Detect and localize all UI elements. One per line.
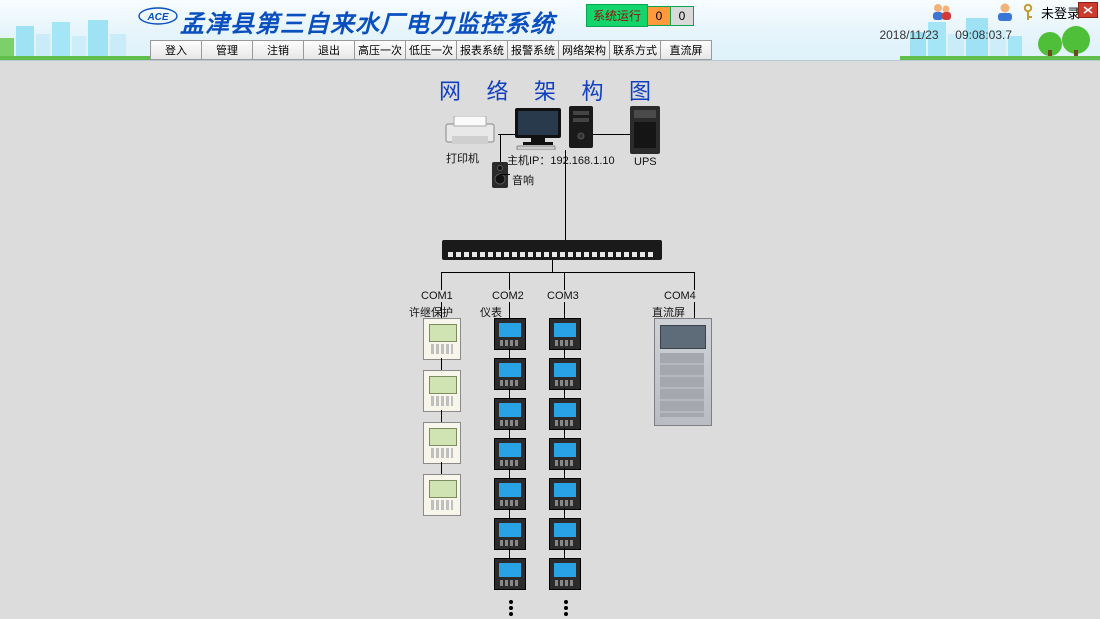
nav-退出[interactable]: 退出 <box>303 40 355 60</box>
meter-COM2-6 <box>494 518 526 550</box>
port-COM3: COM3 <box>547 290 579 302</box>
wire <box>441 272 442 290</box>
wire <box>564 468 565 478</box>
wire <box>509 428 510 438</box>
wire <box>593 134 630 135</box>
relay-3 <box>423 422 461 464</box>
relay-2 <box>423 370 461 412</box>
wire <box>509 272 510 290</box>
wire <box>509 508 510 518</box>
nav-网络架构[interactable]: 网络架构 <box>558 40 610 60</box>
datetime: 2018/11/23 09:08:03.7 <box>879 28 1012 42</box>
ups-label: UPS <box>634 156 657 168</box>
wire <box>509 468 510 478</box>
speaker-label: 音响 <box>512 172 534 188</box>
ellipsis-dot <box>509 606 513 610</box>
nav-直流屏[interactable]: 直流屏 <box>660 40 712 60</box>
ups <box>630 106 660 154</box>
wire <box>509 302 510 318</box>
meter-COM2-5 <box>494 478 526 510</box>
ellipsis-dot <box>564 612 568 616</box>
close-icon <box>1083 6 1093 14</box>
nav-报表系统[interactable]: 报表系统 <box>456 40 508 60</box>
wire <box>509 348 510 358</box>
meter-COM2-1 <box>494 318 526 350</box>
meter-COM3-4 <box>549 438 581 470</box>
nav-低压一次[interactable]: 低压一次 <box>405 40 457 60</box>
meter-COM2-2 <box>494 358 526 390</box>
nav-高压一次[interactable]: 高压一次 <box>354 40 406 60</box>
port-COM4: COM4 <box>664 290 696 302</box>
meter-COM3-3 <box>549 398 581 430</box>
port-COM1: COM1 <box>421 290 453 302</box>
nav-报警系统[interactable]: 报警系统 <box>507 40 559 60</box>
time-text: 09:08:03.7 <box>955 28 1012 42</box>
svg-text:ACE: ACE <box>146 12 168 23</box>
wire <box>694 302 695 318</box>
ellipsis-dot <box>564 606 568 610</box>
speaker <box>490 162 510 188</box>
host-pc <box>515 106 597 150</box>
relay-1 <box>423 318 461 360</box>
wire <box>500 174 510 175</box>
meter-COM3-2 <box>549 358 581 390</box>
nav-登入[interactable]: 登入 <box>150 40 202 60</box>
logo: ACE <box>138 6 178 26</box>
counter-val-2: 0 <box>671 6 694 26</box>
wire <box>564 302 565 318</box>
wire <box>564 508 565 518</box>
printer-label: 打印机 <box>446 150 479 166</box>
relay-4 <box>423 474 461 516</box>
diagram-canvas: 网 络 架 构 图 打印机 主机IP：192.168.1.10 UPS 音响 COM1… <box>0 60 1100 619</box>
user-icon <box>995 2 1015 22</box>
meter-COM2-7 <box>494 558 526 590</box>
meter-COM3-5 <box>549 478 581 510</box>
switch <box>442 240 662 260</box>
login-status: 未登录 <box>1041 3 1080 22</box>
diagram-title: 网 络 架 构 图 <box>0 74 1100 106</box>
wire <box>694 272 695 290</box>
port-COM2: COM2 <box>492 290 524 302</box>
wire <box>441 302 442 318</box>
ellipsis-dot <box>509 600 513 604</box>
wire <box>509 548 510 558</box>
meter-COM3-1 <box>549 318 581 350</box>
wire <box>552 260 553 272</box>
counter-box: 系统运行 0 0 <box>586 4 694 27</box>
close-button[interactable] <box>1078 2 1098 18</box>
meter-COM2-4 <box>494 438 526 470</box>
wire <box>565 150 566 240</box>
wire <box>441 272 694 273</box>
app-header: ACE 孟津县第三自来水厂电力监控系统 系统运行 0 0 未登录 2018/11… <box>0 0 1100 61</box>
ellipsis-dot <box>564 600 568 604</box>
wire <box>564 428 565 438</box>
counter-label: 系统运行 <box>586 4 648 27</box>
ellipsis-dot <box>509 612 513 616</box>
nav-管理[interactable]: 管理 <box>201 40 253 60</box>
meter-COM3-6 <box>549 518 581 550</box>
wire <box>441 462 442 474</box>
nav-bar: 登入管理注销退出高压一次低压一次报表系统报警系统网络架构联系方式直流屏 <box>150 40 711 60</box>
nav-注销[interactable]: 注销 <box>252 40 304 60</box>
wire <box>500 134 501 162</box>
users-icon <box>931 2 953 22</box>
wire <box>564 272 565 290</box>
counter-val-1: 0 <box>648 6 671 26</box>
meter-COM3-7 <box>549 558 581 590</box>
wire <box>564 348 565 358</box>
system-title: 孟津县第三自来水厂电力监控系统 <box>180 4 555 39</box>
login-area: 未登录 <box>931 2 1080 22</box>
dc-cabinet <box>654 318 712 426</box>
printer <box>442 116 498 148</box>
date-text: 2018/11/23 <box>879 28 938 42</box>
wire <box>441 358 442 370</box>
wire <box>441 410 442 422</box>
key-icon <box>1021 3 1035 21</box>
wire <box>564 388 565 398</box>
nav-联系方式[interactable]: 联系方式 <box>609 40 661 60</box>
wire <box>564 548 565 558</box>
wire <box>509 388 510 398</box>
meter-COM2-3 <box>494 398 526 430</box>
host-ip-label: 主机IP：192.168.1.10 <box>507 152 615 168</box>
